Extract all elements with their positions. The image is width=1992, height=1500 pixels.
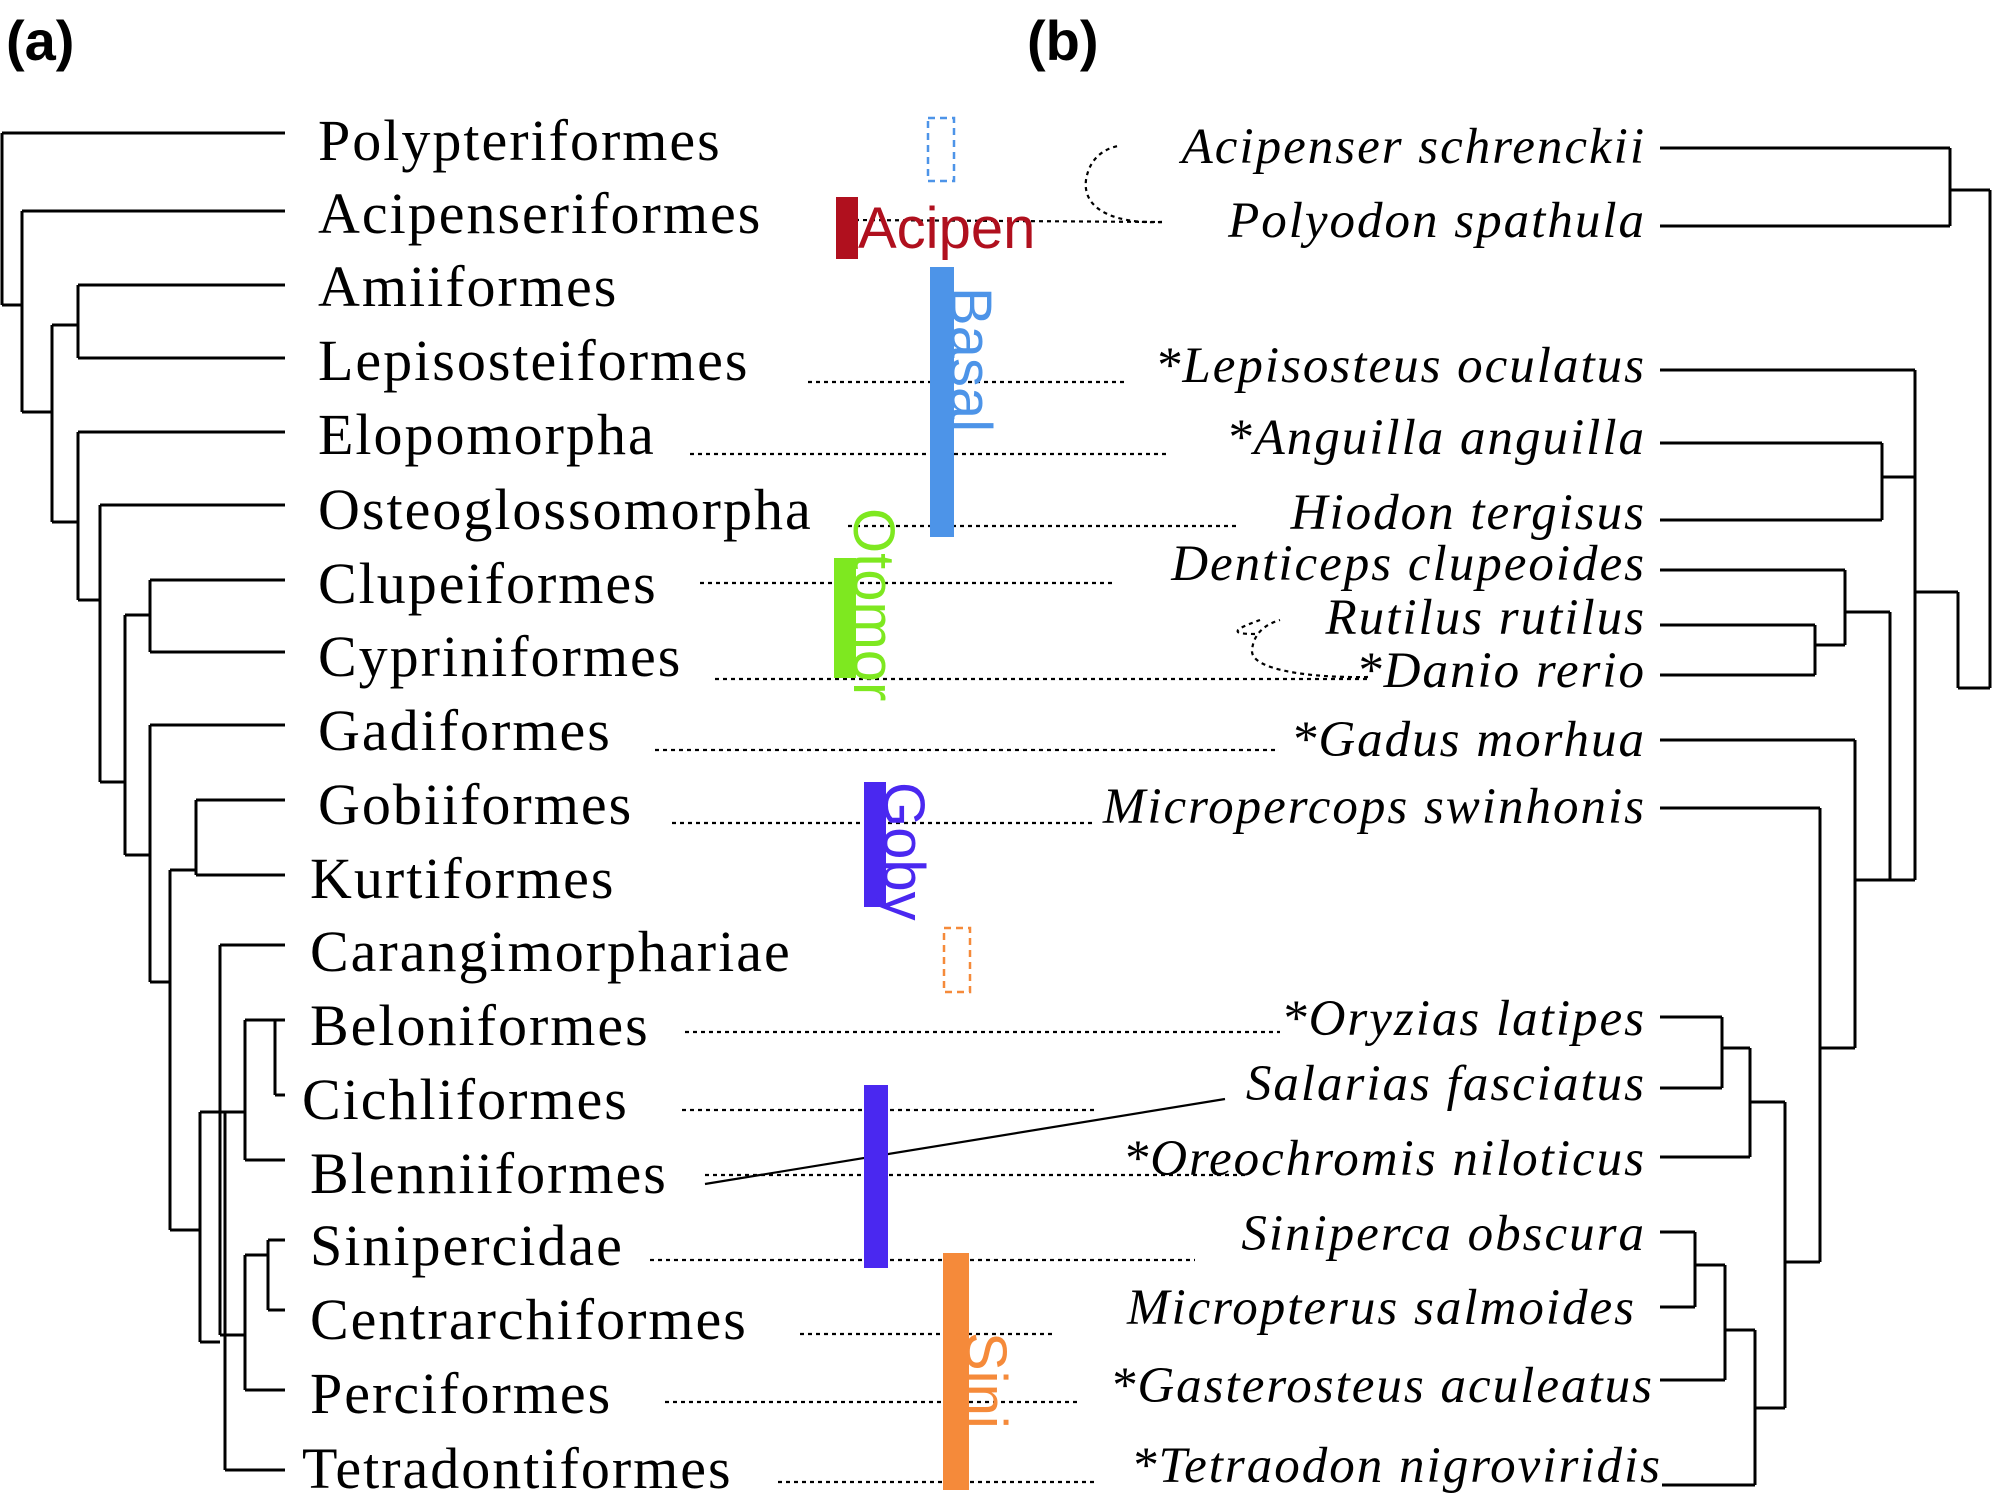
order-name: Blenniiformes (310, 1141, 668, 1206)
order-name: Osteoglossomorpha (318, 477, 813, 542)
dashed-box-basal (926, 116, 956, 183)
order-species-connectors (650, 144, 1370, 1484)
order-name: Clupeiformes (318, 551, 658, 616)
order-name: Lepisosteiformes (318, 328, 749, 393)
order-name: Carangimorphariae (310, 919, 792, 984)
order-name: Cichliformes (302, 1067, 629, 1132)
group-bar-basal (930, 267, 954, 537)
species-name: Acipenser schrenckii (1179, 119, 1646, 175)
order-name: Kurtiformes (310, 846, 616, 911)
species-name: *Oryzias latipes (1281, 991, 1646, 1047)
order-name: Cypriniformes (318, 624, 682, 689)
species-name: Polyodon spathula (1227, 193, 1646, 249)
order-name: Perciformes (310, 1361, 612, 1426)
species-name: *Gasterosteus aculeatus (1110, 1358, 1654, 1414)
order-name: Elopomorpha (318, 402, 656, 467)
group-bar-acipen (836, 197, 858, 259)
group-bar-goby-2 (864, 1085, 888, 1268)
group-label-basal: Basal (938, 287, 1003, 432)
order-name: Amiiformes (318, 254, 618, 319)
group-bar-otomor (834, 558, 856, 678)
order-name: Tetradontiformes (302, 1436, 733, 1500)
group-markers: Acipen Basal Otomor Goby Sini (834, 116, 1035, 1490)
group-bar-goby-1 (864, 782, 886, 907)
group-label-sini: Sini (953, 1332, 1018, 1429)
species-name: *Lepisosteus oculatus (1155, 338, 1646, 394)
species-name: Denticeps clupeoides (1170, 536, 1646, 592)
panel-label-a: (a) (6, 9, 74, 72)
species-labels: Acipenser schrenckii Polyodon spathula *… (1102, 119, 1662, 1494)
group-label-otomor: Otomor (841, 508, 906, 701)
species-name: *Oreochromis niloticus (1123, 1131, 1646, 1187)
order-name: Polypteriformes (318, 108, 722, 173)
species-name: Siniperca obscura (1241, 1206, 1646, 1262)
tree-b (1660, 146, 1992, 1487)
species-name: *Anguilla anguilla (1226, 410, 1646, 466)
order-name: Centrarchiformes (310, 1287, 748, 1352)
group-label-goby: Goby (871, 782, 936, 921)
panel-label-b: (b) (1027, 9, 1099, 72)
species-name: *Danio rerio (1356, 643, 1646, 699)
order-name: Sinipercidae (310, 1213, 624, 1278)
order-name: Beloniformes (310, 993, 650, 1058)
tree-a (0, 131, 285, 1472)
species-name: *Tetraodon nigroviridis (1131, 1438, 1662, 1494)
species-name: Micropterus salmoides (1126, 1280, 1636, 1336)
order-name: Gadiformes (318, 698, 612, 763)
species-name: *Gadus morhua (1291, 712, 1646, 768)
species-name: Salarias fasciatus (1246, 1056, 1646, 1112)
order-name: Acipenseriformes (318, 181, 762, 246)
group-label-acipen: Acipen (858, 196, 1035, 261)
species-name: Rutilus rutilus (1325, 590, 1646, 646)
group-bar-sini (943, 1253, 969, 1490)
dashed-box-sini (942, 926, 972, 994)
order-labels: Polypteriformes Acipenseriformes Amiifor… (302, 108, 813, 1500)
order-name: Gobiiformes (318, 772, 633, 837)
species-name: Hiodon tergisus (1290, 485, 1646, 541)
species-name: Micropercops swinhonis (1102, 779, 1646, 835)
